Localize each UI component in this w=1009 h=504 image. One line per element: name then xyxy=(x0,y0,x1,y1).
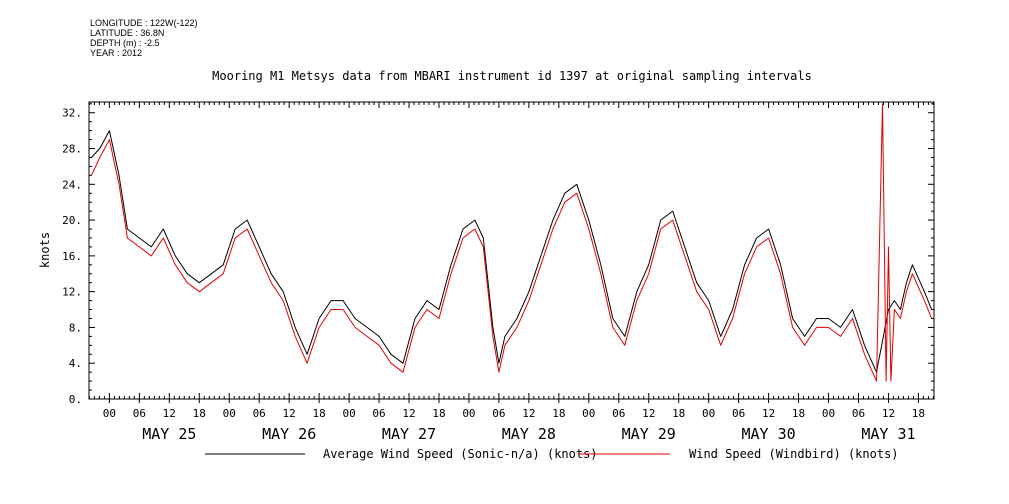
y-tick-label: 12. xyxy=(62,286,82,299)
x-tick-label: 00 xyxy=(822,407,835,420)
x-tick-label: 12 xyxy=(522,407,535,420)
latitude-text: LATITUDE : 36.8N xyxy=(90,28,165,38)
x-tick-label: 06 xyxy=(133,407,146,420)
x-tick-label: 00 xyxy=(103,407,116,420)
y-tick-label: 20. xyxy=(62,214,82,227)
y-tick-label: 4. xyxy=(69,357,82,370)
axis-ticks xyxy=(88,102,934,403)
x-tick-label: 18 xyxy=(313,407,326,420)
depth-text: DEPTH (m) : -2.5 xyxy=(90,38,160,48)
x-tick-label: 12 xyxy=(402,407,415,420)
x-tick-label: 00 xyxy=(702,407,715,420)
y-tick-label: 16. xyxy=(62,250,82,263)
day-label: MAY 30 xyxy=(742,425,796,443)
x-tick-label: 06 xyxy=(612,407,625,420)
series-lines xyxy=(90,103,933,382)
day-label: MAY 31 xyxy=(861,425,915,443)
x-tick-label: 12 xyxy=(882,407,895,420)
legend-label-0: Average Wind Speed (Sonic-n/a) (knots) xyxy=(323,447,598,461)
x-tick-label: 18 xyxy=(672,407,685,420)
y-tick-label: 32. xyxy=(62,107,82,120)
series-line-0 xyxy=(91,130,933,373)
day-label: MAY 25 xyxy=(142,425,196,443)
x-tick-label: 18 xyxy=(432,407,445,420)
x-tick-label: 06 xyxy=(732,407,745,420)
x-tick-label: 00 xyxy=(582,407,595,420)
chart-title: Mooring M1 Metsys data from MBARI instru… xyxy=(212,69,812,83)
x-tick-label: 00 xyxy=(342,407,355,420)
day-label: MAY 27 xyxy=(382,425,436,443)
series-line-1 xyxy=(90,103,933,382)
legend: Average Wind Speed (Sonic-n/a) (knots) W… xyxy=(205,447,899,461)
x-tick-labels: 00 06 12 18 00 06 12 18 00 06 12 18 00 06 12 18 00 06 12 18… xyxy=(103,407,925,443)
y-tick-label: 0. xyxy=(69,393,82,406)
y-tick-label: 28. xyxy=(62,143,82,156)
x-tick-label: 00 xyxy=(462,407,475,420)
day-label: MAY 29 xyxy=(622,425,676,443)
x-tick-label: 12 xyxy=(283,407,296,420)
year-text: YEAR : 2012 xyxy=(90,48,143,58)
day-label: MAY 26 xyxy=(262,425,316,443)
metadata-block: LONGITUDE : 122W(-122) LATITUDE : 36.8N … xyxy=(90,18,198,58)
y-tick-label: 24. xyxy=(62,178,82,191)
y-axis-label: knots xyxy=(38,232,52,268)
x-tick-label: 18 xyxy=(912,407,925,420)
legend-label-1: Wind Speed (Windbird) (knots) xyxy=(689,447,899,461)
x-tick-label: 06 xyxy=(492,407,505,420)
y-tick-label: 8. xyxy=(69,321,82,334)
x-tick-label: 12 xyxy=(642,407,655,420)
longitude-text: LONGITUDE : 122W(-122) xyxy=(90,18,198,28)
y-tick-labels: 0. 4. 8. 12. 16. 20. 24. 28. 32. xyxy=(62,107,82,406)
x-tick-label: 18 xyxy=(552,407,565,420)
day-label: MAY 28 xyxy=(502,425,556,443)
plot-frame xyxy=(88,101,935,400)
x-tick-label: 06 xyxy=(372,407,385,420)
x-tick-label: 12 xyxy=(163,407,176,420)
x-tick-label: 06 xyxy=(852,407,865,420)
x-tick-label: 06 xyxy=(253,407,266,420)
x-tick-label: 18 xyxy=(193,407,206,420)
x-tick-label: 00 xyxy=(223,407,236,420)
x-tick-label: 12 xyxy=(762,407,775,420)
x-tick-label: 18 xyxy=(792,407,805,420)
